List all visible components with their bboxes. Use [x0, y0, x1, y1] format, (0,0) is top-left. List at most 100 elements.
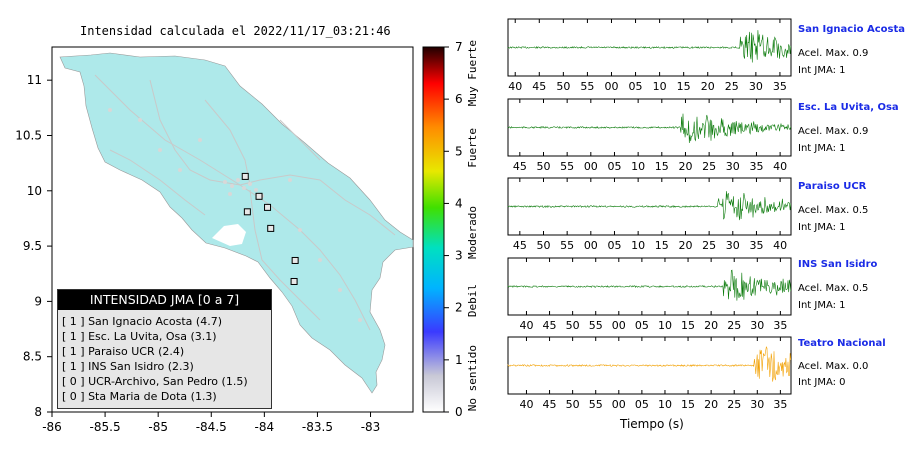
wave-tick-label: 40 — [773, 239, 787, 252]
wave-tick-label: 25 — [702, 160, 716, 173]
wave-tick-label: 40 — [508, 80, 522, 93]
wave-tick-label: 10 — [631, 160, 645, 173]
intensity-color-bar — [422, 46, 445, 413]
station-marker — [291, 256, 299, 264]
wave-tick-label: 25 — [702, 239, 716, 252]
wave-tick-label: 55 — [589, 398, 603, 411]
wave-tick-label: 20 — [704, 319, 718, 332]
legend-row: [ 1 ] San Ignacio Acosta (4.7) — [62, 315, 222, 328]
wave-tick-label: 10 — [631, 239, 645, 252]
lat-tick-label: 9.5 — [23, 239, 42, 253]
station-acel: Acel. Max. 0.9 — [798, 126, 869, 137]
station-acel: Acel. Max. 0.5 — [798, 205, 869, 216]
waveform-panel: 40 45 50 55 00 05 10 15 20 25 30 35 — [507, 257, 792, 332]
waveform-panel: 45 50 55 00 05 10 15 20 25 30 35 40 — [507, 98, 792, 173]
station-marker — [264, 203, 272, 211]
wave-tick-label: 00 — [584, 239, 598, 252]
scale-label-no-sentido: No sentido — [466, 345, 479, 412]
wave-tick-label: 00 — [604, 80, 618, 93]
wave-tick-label: 45 — [513, 239, 527, 252]
station-int: Int JMA: 0 — [798, 377, 846, 388]
station-int: Int JMA: 1 — [798, 300, 846, 311]
wave-tick-label: 55 — [560, 160, 574, 173]
wave-tick-label: 40 — [519, 319, 533, 332]
wave-tick-label: 50 — [566, 319, 580, 332]
legend-row: [ 0 ] Sta Maria de Dota (1.3) — [62, 390, 217, 403]
waveform-panel: 40 45 50 55 00 05 10 15 20 25 30 35 — [507, 18, 792, 93]
wave-tick-label: 45 — [532, 80, 546, 93]
wave-tick-label: 05 — [635, 398, 649, 411]
lat-tick-label: 9 — [34, 294, 42, 308]
station-int: Int JMA: 1 — [798, 65, 846, 76]
wave-tick-label: 50 — [566, 398, 580, 411]
wave-tick-label: 05 — [607, 160, 621, 173]
station-marker — [243, 208, 251, 216]
wave-tick-label: 35 — [749, 160, 763, 173]
scale-label-muy-fuerte: Muy Fuerte — [466, 40, 479, 107]
wave-tick-label: 05 — [635, 319, 649, 332]
waveform-panels: 40 45 50 55 00 05 10 15 20 25 30 35 45 50 55 00 05 10 15 20… — [507, 18, 792, 411]
scale-tick-label: 5 — [455, 144, 463, 158]
lat-tick-label: 8.5 — [23, 350, 42, 364]
map-axes: -86 -85.5 -85 -84.5 -84 -83.5 -83 11 10.5 10 9.5 9 8… — [15, 73, 380, 434]
scale-tick-label: 4 — [455, 196, 463, 210]
wave-tick-label: 40 — [773, 160, 787, 173]
wave-tick-label: 55 — [580, 80, 594, 93]
scale-tick-label: 1 — [455, 353, 463, 367]
wave-tick-label: 15 — [681, 398, 695, 411]
wave-tick-label: 45 — [543, 398, 557, 411]
legend-row: [ 1 ] Paraiso UCR (2.4) — [62, 345, 185, 358]
wave-tick-label: 25 — [727, 319, 741, 332]
gulf-of-nicoya — [212, 224, 246, 246]
wave-tick-label: 35 — [773, 398, 787, 411]
scale-tick-label: 6 — [455, 92, 463, 106]
wave-tick-label: 30 — [726, 239, 740, 252]
wave-tick-label: 10 — [653, 80, 667, 93]
station-name: Paraiso UCR — [798, 181, 867, 192]
wave-tick-label: 00 — [612, 398, 626, 411]
station-marker — [290, 277, 298, 285]
waveform-panel: 45 50 55 00 05 10 15 20 25 30 35 40 — [507, 177, 792, 252]
lon-tick-label: -84 — [255, 420, 275, 434]
legend-row: [ 1 ] Esc. La Uvita, Osa (3.1) — [62, 330, 217, 343]
waveform-trace — [507, 269, 792, 301]
scale-tick-label: 3 — [455, 249, 463, 263]
lat-tick-label: 10 — [27, 184, 42, 198]
station-name: INS San Isidro — [798, 259, 878, 270]
waveform-trace — [507, 191, 792, 221]
station-markers — [241, 172, 299, 285]
waveform-trace — [507, 113, 792, 144]
wave-tick-label: 35 — [773, 319, 787, 332]
wave-tick-label: 25 — [727, 398, 741, 411]
station-marker — [241, 172, 249, 180]
station-name: San Ignacio Acosta — [798, 24, 906, 35]
wave-tick-label: 10 — [658, 398, 672, 411]
wave-tick-label: 00 — [584, 160, 598, 173]
station-marker — [255, 192, 263, 200]
station-acel: Acel. Max. 0.5 — [798, 283, 869, 294]
legend-title: INTENSIDAD JMA [0 a 7] — [58, 290, 271, 310]
intensity-legend: INTENSIDAD JMA [0 a 7] [ 1 ] San Ignacio… — [57, 289, 272, 409]
wave-tick-label: 15 — [655, 239, 669, 252]
lat-tick-label: 8 — [34, 405, 42, 419]
wave-tick-label: 55 — [589, 319, 603, 332]
wave-tick-label: 30 — [750, 319, 764, 332]
wave-tick-label: 30 — [749, 80, 763, 93]
lon-tick-label: -85.5 — [90, 420, 121, 434]
wave-tick-label: 15 — [655, 160, 669, 173]
lon-tick-label: -83 — [361, 420, 381, 434]
station-acel: Acel. Max. 0.0 — [798, 361, 869, 372]
lon-tick-label: -86 — [42, 420, 62, 434]
legend-row: [ 1 ] INS San Isidro (2.3) — [62, 360, 194, 373]
wave-tick-label: 30 — [726, 160, 740, 173]
lat-tick-label: 11 — [27, 73, 42, 87]
lat-tick-label: 10.5 — [15, 128, 42, 142]
scale-label-moderado: Moderado — [466, 206, 479, 259]
station-marker — [267, 224, 275, 232]
costa-rica-land — [59, 52, 414, 394]
legend-row: [ 0 ] UCR-Archivo, San Pedro (1.5) — [62, 375, 248, 388]
scale-label-debil: Debil — [466, 284, 479, 318]
map-title: Intensidad calculada el 2022/11/17_03:21… — [80, 24, 391, 38]
wave-tick-label: 10 — [658, 319, 672, 332]
wave-tick-label: 50 — [556, 80, 570, 93]
